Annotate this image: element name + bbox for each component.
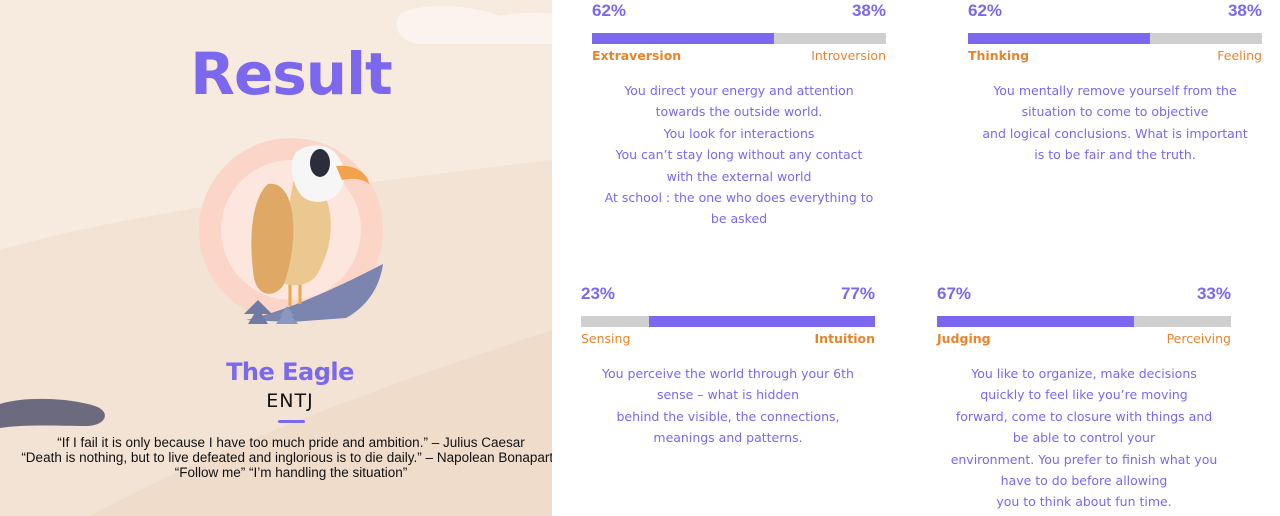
trait-label-intuition: Intuition bbox=[814, 331, 875, 346]
description-line: have to do before allowing bbox=[1000, 473, 1168, 489]
description-line: be asked bbox=[710, 211, 768, 227]
trait-bar-fill bbox=[592, 33, 775, 44]
description-line: You can’t stay long without any contact bbox=[615, 147, 863, 163]
trait-label-feeling: Feeling bbox=[1217, 48, 1262, 63]
description-line: At school : the one who does everything … bbox=[604, 190, 874, 206]
trait-bar bbox=[592, 33, 886, 44]
trait-description: You perceive the world through your 6th … bbox=[581, 363, 875, 449]
result-panel: Result The Eagle ENTJ “If I fail it is o… bbox=[0, 0, 552, 516]
eagle-illustration bbox=[199, 138, 383, 324]
trait-description: You direct your energy and attention tow… bbox=[592, 80, 886, 230]
quotes-block: “If I fail it is only because I have too… bbox=[0, 435, 552, 480]
trait-extraversion-introversion: 62% 38% Extraversion Introversion You di… bbox=[592, 0, 886, 230]
description-line: forward, come to closure with things and bbox=[955, 408, 1213, 424]
description-line: You mentally remove yourself from the bbox=[993, 83, 1237, 98]
description-line: You direct your energy and attention bbox=[624, 83, 854, 98]
trait-bar bbox=[581, 316, 875, 327]
description-line: You look for interactions bbox=[663, 125, 815, 141]
trait-thinking-feeling: 62% 38% Thinking Feeling You mentally re… bbox=[968, 0, 1262, 166]
background-hills bbox=[0, 5, 552, 516]
left-percentage: 62% bbox=[968, 1, 1003, 20]
description-line: environment. You prefer to finish what y… bbox=[950, 451, 1218, 467]
description-line: sense – what is hidden bbox=[656, 387, 800, 403]
trait-label-sensing: Sensing bbox=[581, 331, 631, 346]
description-line: towards the outside world. bbox=[655, 104, 823, 120]
trait-judging-perceiving: 67% 33% Judging Perceiving You like to o… bbox=[937, 283, 1231, 513]
trait-description: You mentally remove yourself from the si… bbox=[968, 80, 1262, 166]
trait-bar-fill bbox=[648, 316, 875, 327]
right-percentage: 33% bbox=[1196, 284, 1231, 303]
quote-line: “If I fail it is only because I have too… bbox=[57, 435, 525, 450]
trait-label-introversion: Introversion bbox=[811, 48, 886, 63]
trait-bar-fill bbox=[937, 316, 1134, 327]
personality-type-code: ENTJ bbox=[266, 390, 314, 412]
page-title: Result bbox=[190, 40, 392, 108]
trait-label-perceiving: Perceiving bbox=[1166, 331, 1231, 346]
trait-sensing-intuition: 23% 77% Sensing Intuition You perceive t… bbox=[581, 283, 875, 449]
trait-bar bbox=[968, 33, 1262, 44]
description-line: is to be fair and the truth. bbox=[1034, 147, 1196, 163]
description-line: you to think about fun time. bbox=[996, 494, 1172, 510]
trait-label-extraversion: Extraversion bbox=[592, 48, 682, 63]
quote-line: “Death is nothing, but to live defeated … bbox=[21, 450, 552, 465]
description-line: You perceive the world through your 6th bbox=[602, 366, 854, 381]
trait-label-thinking: Thinking bbox=[968, 48, 1030, 63]
left-percentage: 67% bbox=[937, 284, 972, 303]
right-percentage: 38% bbox=[851, 1, 886, 20]
description-line: meanings and patterns. bbox=[653, 430, 803, 446]
right-percentage: 77% bbox=[840, 284, 875, 303]
description-line: with the external world bbox=[666, 168, 812, 184]
left-percentage: 62% bbox=[592, 1, 627, 20]
type-underline bbox=[278, 420, 305, 423]
trait-bar bbox=[937, 316, 1231, 327]
right-percentage: 38% bbox=[1227, 1, 1262, 20]
description-line: behind the visible, the connections, bbox=[616, 408, 840, 424]
description-line: quickly to feel like you’re moving bbox=[980, 387, 1188, 403]
trait-bar-fill bbox=[968, 33, 1151, 44]
description-line: You like to organize, make decisions bbox=[971, 366, 1197, 381]
left-percentage: 23% bbox=[581, 284, 616, 303]
description-line: situation to come to objective bbox=[1021, 104, 1209, 120]
description-line: and logical conclusions. What is importa… bbox=[982, 125, 1248, 141]
trait-label-judging: Judging bbox=[937, 331, 991, 346]
trait-description: You like to organize, make decisions qui… bbox=[937, 363, 1231, 513]
animal-name: The Eagle bbox=[226, 358, 354, 386]
quote-line: “Follow me” “I’m handling the situation” bbox=[174, 465, 408, 480]
description-line: be able to control your bbox=[1012, 430, 1156, 446]
